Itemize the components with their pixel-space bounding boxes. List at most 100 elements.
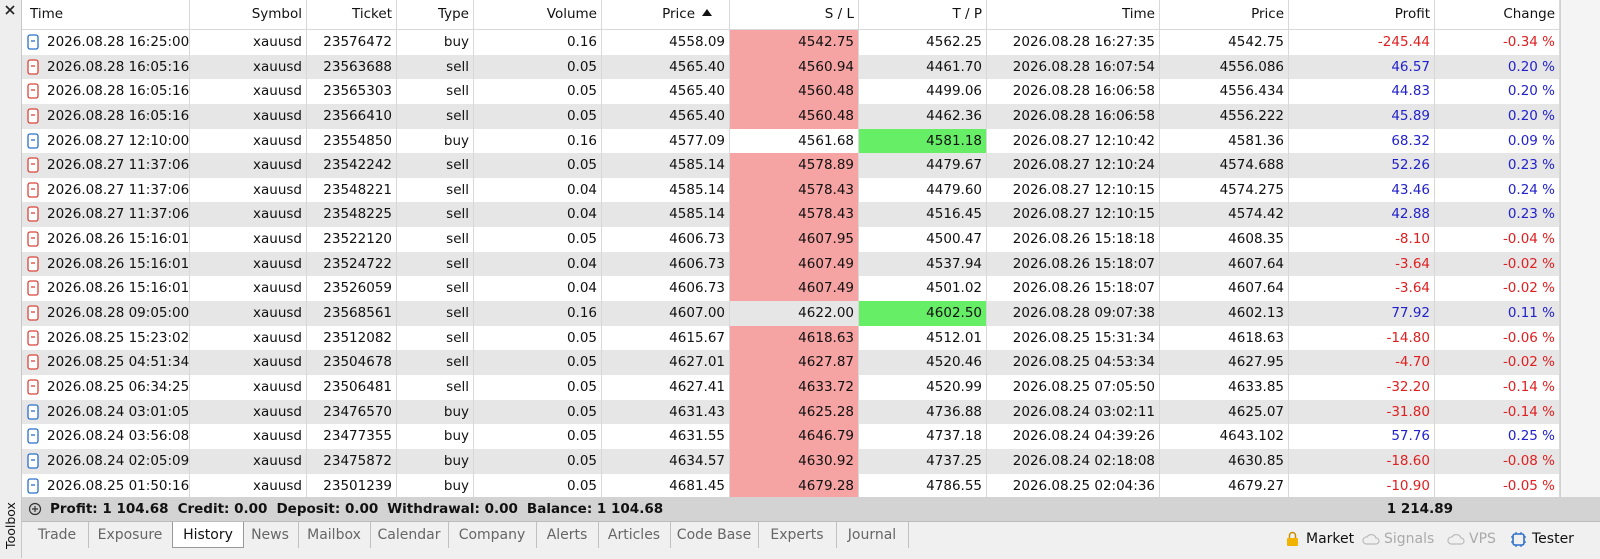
column-header[interactable]: Volume (474, 0, 602, 29)
trade-row[interactable]: 2026.08.28 16:25:00 xauusd 23576472 buy 0.16… (22, 30, 1560, 55)
trade-row[interactable]: 2026.08.24 03:01:05 xauusd 23476570 buy 0.05… (22, 399, 1560, 425)
trade-row[interactable]: 2026.08.27 12:10:00 xauusd 23554850 buy 0.16… (22, 128, 1560, 154)
cell-text: xauusd (253, 231, 302, 248)
cell: xauusd (190, 202, 307, 228)
trade-row[interactable]: 2026.08.27 11:37:06 xauusd 23548225 sell 0.0… (22, 202, 1560, 228)
order-icon (27, 305, 39, 321)
close-button[interactable] (4, 4, 16, 16)
trade-row[interactable]: 2026.08.28 16:05:16 xauusd 23563688 sell 0.0… (22, 54, 1560, 80)
cell-text: 23522120 (323, 231, 392, 248)
cell: 0.16 (474, 128, 602, 154)
tab[interactable]: Articles (598, 522, 671, 548)
column-header[interactable]: Price (602, 0, 730, 29)
cell-text: xauusd (253, 329, 302, 346)
cell-text: 2026.08.24 03:56:08 (47, 428, 190, 445)
column-header-text: Symbol (251, 6, 302, 22)
tab[interactable]: Trade (26, 522, 89, 548)
column-header[interactable]: Symbol (190, 0, 307, 29)
cell-text: 2026.08.28 16:06:58 (1012, 107, 1155, 124)
tab[interactable]: Alerts (536, 522, 599, 548)
cell: 2026.08.28 16:05:16 (22, 79, 190, 104)
tab[interactable]: Journal (836, 522, 909, 548)
column-header[interactable]: Type (397, 0, 474, 29)
cell: 2026.08.26 15:16:01 (22, 227, 190, 252)
summary-total: 1 214.89 (1386, 501, 1453, 517)
cell: 4560.48 (730, 103, 859, 129)
tab[interactable]: Experts (758, 522, 837, 548)
column-header[interactable]: Time (987, 0, 1160, 29)
tab[interactable]: Code Base (670, 522, 759, 548)
trade-row[interactable]: 2026.08.25 04:51:34 xauusd 23504678 sell 0.0… (22, 350, 1560, 375)
tab[interactable]: Company (448, 522, 537, 548)
cell-text: buy (443, 34, 469, 50)
tab[interactable]: Mailbox (298, 522, 371, 548)
cell: 2026.08.24 03:01:05 (22, 399, 190, 425)
trade-row[interactable]: 2026.08.26 15:16:01 xauusd 23524722 sell 0.0… (22, 251, 1560, 277)
cell-text: -3.64 (1395, 255, 1430, 272)
cell-text: 4479.60 (926, 181, 982, 198)
cell: 2026.08.24 04:39:26 (987, 424, 1160, 449)
trade-row[interactable]: 2026.08.25 06:34:25 xauusd 23506481 sell 0.0… (22, 374, 1560, 400)
trade-row[interactable]: 2026.08.25 01:50:16 xauusd 23501239 buy 0.05… (22, 473, 1560, 499)
cell: 23548221 (307, 177, 397, 203)
cell: -31.80 (1289, 399, 1435, 425)
status-item[interactable]: Signals (1362, 527, 1434, 551)
cell: 0.16 (474, 301, 602, 326)
cell: sell (397, 227, 474, 252)
cell-text: 44.83 (1391, 83, 1430, 100)
tab[interactable]: Exposure (88, 522, 173, 548)
tab[interactable]: Calendar (370, 522, 449, 548)
column-header[interactable]: Price (1160, 0, 1289, 29)
column-header-text: Profit (1394, 6, 1430, 22)
column-header[interactable]: Time (22, 0, 190, 29)
trade-row[interactable]: 2026.08.28 16:05:16 xauusd 23565303 sell 0.0… (22, 79, 1560, 104)
cell-text: 4562.25 (926, 34, 982, 50)
expand-icon[interactable] (28, 502, 42, 516)
trade-row[interactable]: 2026.08.26 15:16:01 xauusd 23526059 sell 0.0… (22, 276, 1560, 302)
trade-row[interactable]: 2026.08.28 16:05:16 xauusd 23566410 sell 0.0… (22, 103, 1560, 129)
trade-row[interactable]: 2026.08.27 11:37:06 xauusd 23542242 sell 0.0… (22, 153, 1560, 178)
status-item[interactable]: Tester (1510, 527, 1574, 551)
cell-text: 4627.01 (669, 354, 725, 371)
status-item[interactable]: VPS (1447, 527, 1496, 551)
tab[interactable]: News (242, 522, 299, 548)
cell: 23506481 (307, 374, 397, 400)
cell: 4585.14 (602, 153, 730, 178)
cell-text: xauusd (253, 83, 302, 100)
column-header[interactable]: Change (1435, 0, 1560, 29)
column-header-text: T / P (952, 6, 982, 22)
cell-text: 2026.08.24 02:05:09 (47, 452, 190, 469)
tab[interactable]: History (172, 522, 244, 548)
cell: sell (397, 374, 474, 400)
cell-text: 2026.08.26 15:16:01 (47, 280, 190, 297)
cell: 2026.08.26 15:16:01 (22, 276, 190, 302)
cell-text: 4581.36 (1228, 132, 1284, 149)
column-header[interactable]: Ticket (307, 0, 397, 29)
trade-row[interactable]: 2026.08.25 15:23:02 xauusd 23512082 sell 0.0… (22, 325, 1560, 351)
cell-text: 0.05 (566, 428, 597, 445)
cell: 0.05 (474, 374, 602, 400)
column-header[interactable]: T / P (859, 0, 987, 29)
column-header[interactable]: Profit (1289, 0, 1435, 29)
cell-text: 23542242 (323, 157, 392, 174)
cell-text: -0.08 % (1502, 452, 1555, 469)
cell: 2026.08.27 11:37:06 (22, 177, 190, 203)
cell: 2026.08.25 15:23:02 (22, 325, 190, 351)
cell: 4556.086 (1160, 54, 1289, 80)
cell: 4646.79 (730, 424, 859, 449)
cell-text: 2026.08.25 06:34:25 (47, 378, 190, 395)
trade-row[interactable]: 2026.08.28 09:05:00 xauusd 23568561 sell 0.1… (22, 301, 1560, 326)
cell: 2026.08.27 12:10:15 (987, 202, 1160, 228)
cell: 23576472 (307, 30, 397, 55)
trade-row[interactable]: 2026.08.24 02:05:09 xauusd 23475872 buy 0.05… (22, 448, 1560, 474)
cell-text: 4679.28 (798, 477, 854, 494)
trade-row[interactable]: 2026.08.27 11:37:06 xauusd 23548221 sell 0.0… (22, 177, 1560, 203)
cell-text: 4556.086 (1219, 58, 1284, 75)
trade-row[interactable]: 2026.08.26 15:16:01 xauusd 23522120 sell 0.0… (22, 227, 1560, 252)
cell-text: 68.32 (1391, 132, 1430, 149)
trade-row[interactable]: 2026.08.24 03:56:08 xauusd 23477355 buy 0.05… (22, 424, 1560, 449)
cell: 4558.09 (602, 30, 730, 55)
status-item[interactable]: Market (1284, 527, 1354, 551)
column-header[interactable]: S / L (730, 0, 859, 29)
cell-text: 4633.85 (1228, 378, 1284, 395)
